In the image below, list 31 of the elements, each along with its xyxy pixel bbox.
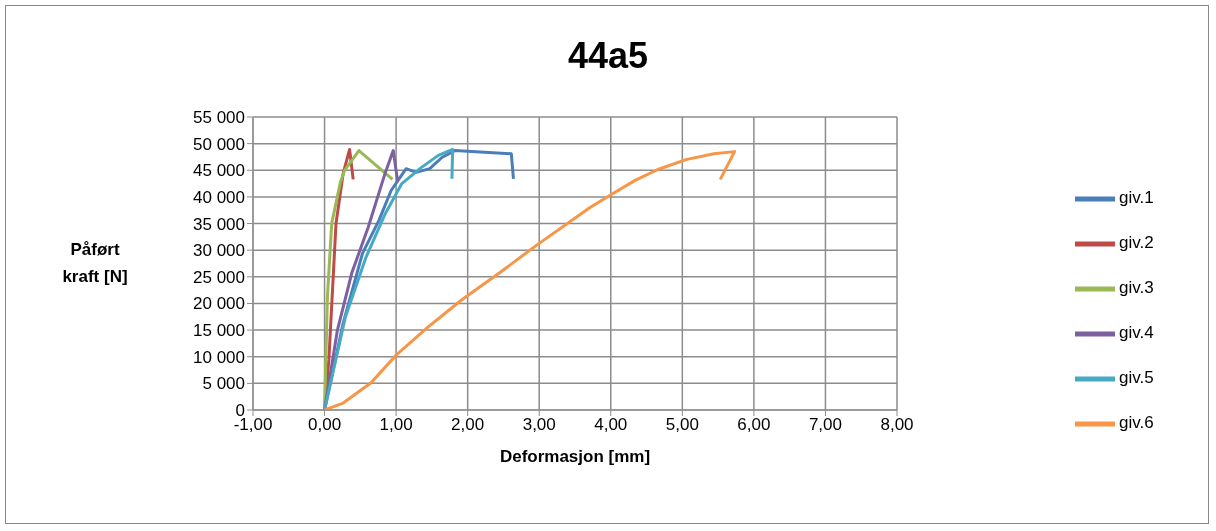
x-tick-label: 6,00 (737, 415, 771, 435)
y-tick-label: 40 000 (193, 187, 245, 207)
x-axis-title: Deformasjon [mm] (499, 447, 651, 466)
x-tick-label: 0,00 (308, 415, 342, 435)
y-tick-label: 45 000 (193, 161, 245, 181)
legend-label: giv.6 (1119, 413, 1154, 432)
y-tick-label: 10 000 (193, 347, 245, 367)
y-tick-label: 50 000 (193, 134, 245, 154)
x-tick-label: 5,00 (665, 415, 699, 435)
y-tick-label: 5 000 (202, 374, 245, 394)
x-tick-label: 3,00 (522, 415, 556, 435)
y-tick-label: 35 000 (193, 214, 245, 234)
chart-title: 44a5 (566, 35, 650, 77)
legend-label: giv.2 (1119, 233, 1154, 252)
x-tick-label: 7,00 (808, 415, 842, 435)
line-series (323, 148, 455, 410)
line-series (323, 150, 737, 410)
x-tick-label: 2,00 (451, 415, 485, 435)
x-tick-label: 8,00 (880, 415, 914, 435)
x-tick-label: 4,00 (594, 415, 628, 435)
legend-label: giv.3 (1119, 278, 1154, 297)
y-tick-label: 20 000 (193, 294, 245, 314)
y-tick-label: 25 000 (193, 267, 245, 287)
legend-label: giv.4 (1119, 323, 1154, 342)
y-tick-label: 30 000 (193, 241, 245, 261)
y-axis-title: Påført kraft [N] (61, 239, 129, 288)
y-tick-label: 15 000 (193, 321, 245, 341)
x-tick-label: 1,00 (379, 415, 413, 435)
legend-label: giv.5 (1119, 368, 1154, 387)
y-tick-label: 55 000 (193, 108, 245, 128)
legend-label: giv.1 (1119, 188, 1154, 207)
